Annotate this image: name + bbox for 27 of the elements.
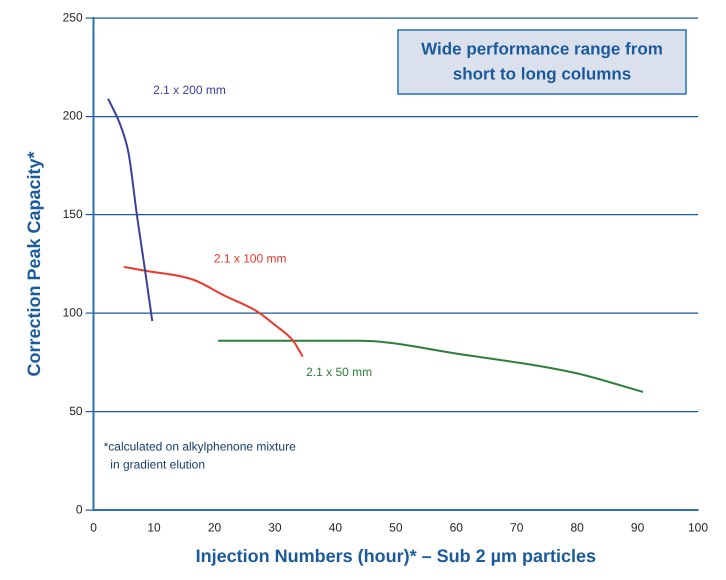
- annotation: Wide performance range from short to long columns: [421, 40, 663, 84]
- x-tick-label: 10: [147, 520, 162, 535]
- annotation: *calculated on alkylphenone mixture in gradient elution: [104, 439, 296, 472]
- x-tick-label: 70: [510, 520, 524, 535]
- x-tick-label: 80: [570, 520, 584, 535]
- x-axis-title: Injection Numbers (hour)* – Sub 2 µm particles: [196, 546, 596, 566]
- y-tick-label: 250: [62, 10, 83, 24]
- x-tick-label: 20: [208, 520, 222, 535]
- series-label: 2.1 x 50 mm: [306, 365, 372, 380]
- line-series: [107, 98, 154, 322]
- y-tick-label: 0: [76, 502, 83, 516]
- y-tick-label: 100: [62, 306, 83, 320]
- line-series: [122, 266, 304, 358]
- x-tick-label: 0: [90, 520, 98, 535]
- y-tick-label: 150: [62, 207, 83, 222]
- x-tick-label: 30: [268, 520, 282, 535]
- x-tick-label: 100: [688, 520, 708, 535]
- x-tick-label: 50: [389, 520, 403, 535]
- x-tick-label: 60: [450, 520, 464, 535]
- series-label: 2.1 x 100 mm: [214, 251, 287, 266]
- text: 2.1 x 200 mm: [153, 83, 226, 97]
- line-series: [217, 340, 644, 393]
- x-tick-label: 40: [328, 520, 342, 535]
- y-tick-label: 50: [69, 404, 83, 418]
- x-tick-label: 90: [630, 520, 645, 535]
- y-axis-title: Correction Peak Capacity*: [24, 151, 44, 377]
- y-tick-label: 200: [62, 108, 83, 123]
